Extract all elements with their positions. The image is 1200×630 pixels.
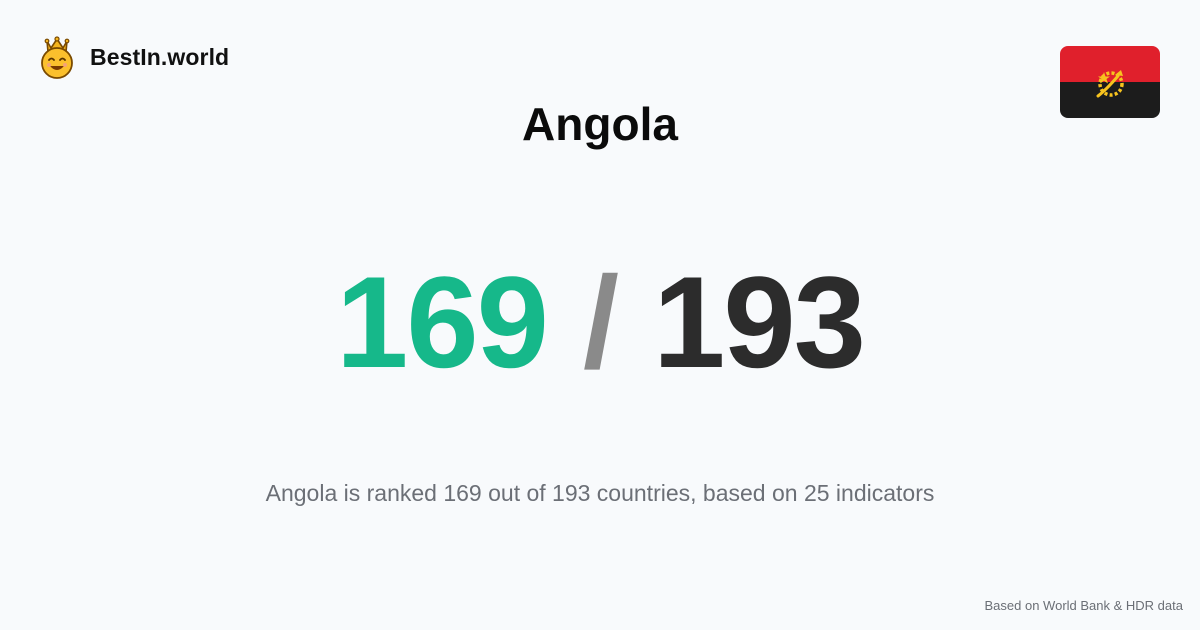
page-title: Angola (522, 98, 678, 150)
brand-name: BestIn.world (90, 43, 230, 70)
rank-total: 193 (653, 249, 866, 395)
crowned-smiley-icon (38, 35, 76, 79)
data-source-note: Based on World Bank & HDR data (984, 598, 1183, 613)
rank-summary: Angola is ranked 169 out of 193 countrie… (265, 480, 935, 506)
brand[interactable]: BestIn.world (38, 35, 229, 79)
rank-value: 169 (336, 249, 549, 395)
rank-separator: / (582, 249, 619, 395)
rank-display: 169 / 193 (0, 252, 1200, 392)
angola-flag-icon (1060, 46, 1160, 118)
